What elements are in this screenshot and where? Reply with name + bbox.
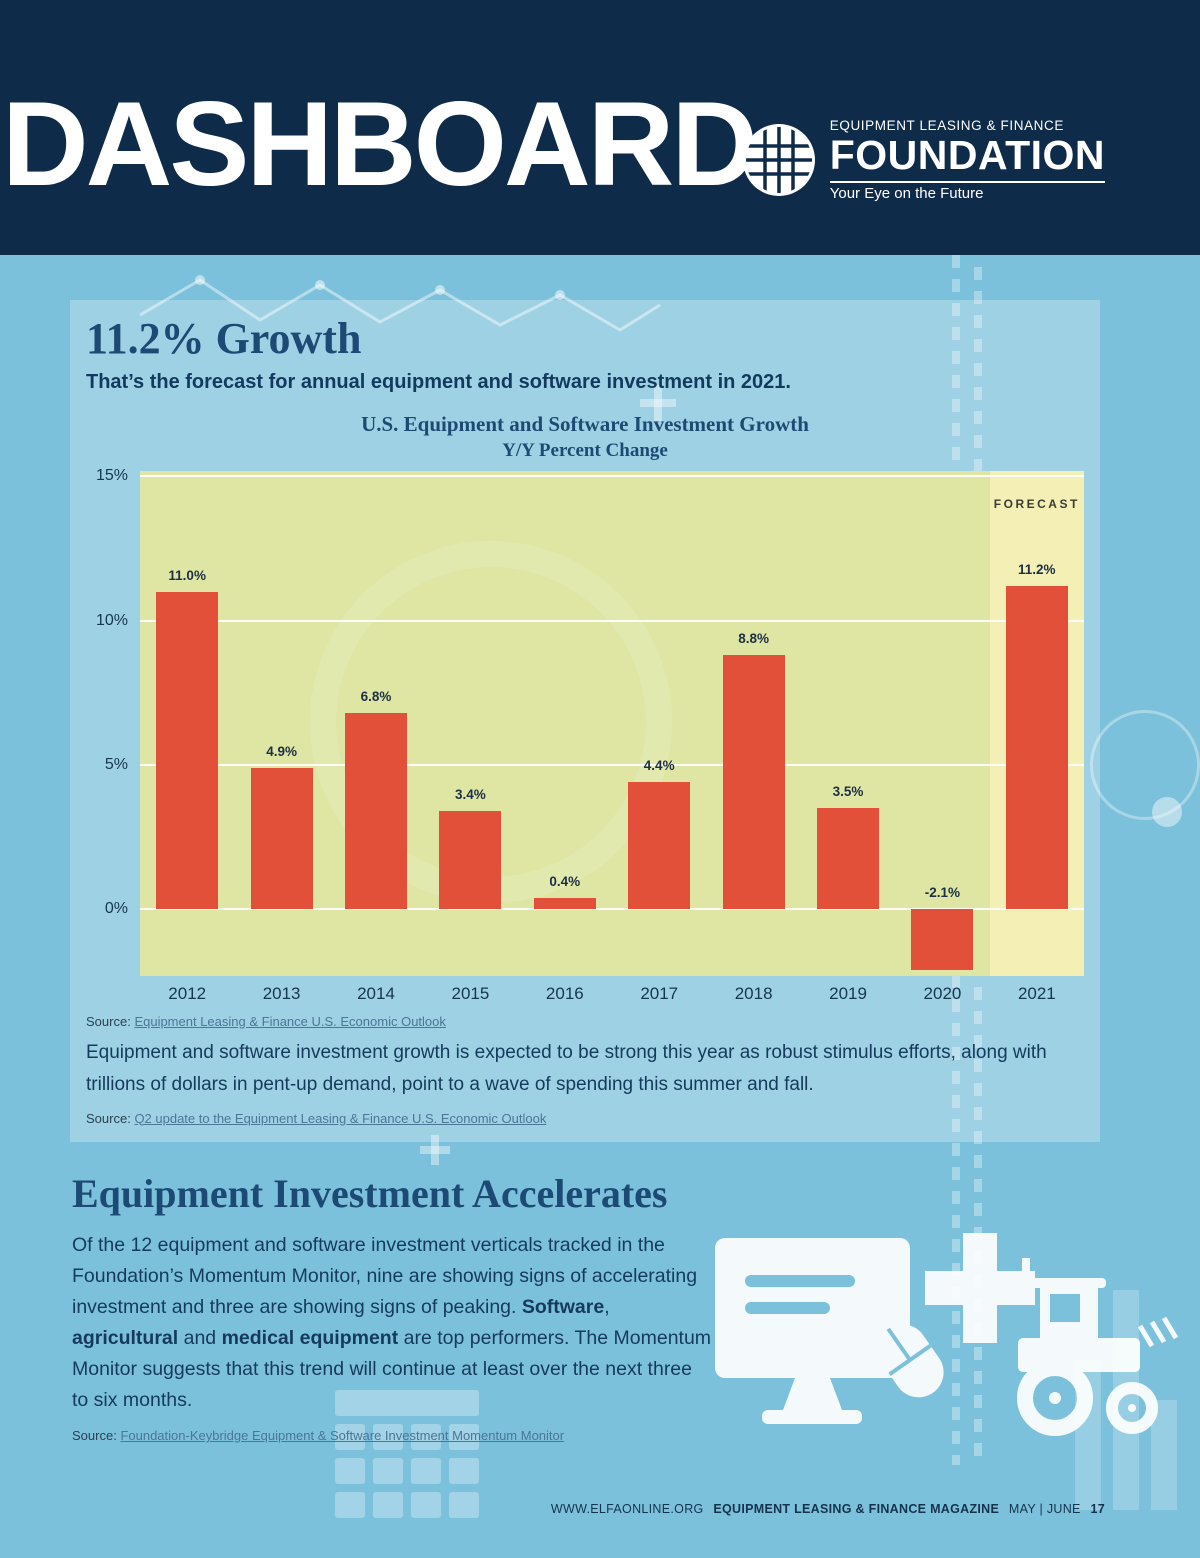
bar-2021 [1005,586,1068,910]
chart-title: U.S. Equipment and Software Investment G… [361,411,809,436]
bar-value-label: 4.4% [643,758,675,774]
paragraph-segment: are top performers. The Momentum Monitor… [72,1327,712,1411]
momentum-source: Source: Foundation-Keybridge Equipment &… [72,1428,712,1443]
bar-value-label: 4.9% [266,743,297,759]
mouse-icon [877,1324,944,1398]
investment-growth-chart: U.S. Equipment and Software Investment G… [86,411,1084,1004]
plus-icon [925,1233,1035,1343]
paragraph-segment: and [178,1327,222,1349]
y-tick-label: 5% [104,755,128,773]
source-link-economic-outlook[interactable]: Equipment Leasing & Finance U.S. Economi… [134,1013,446,1029]
page-title: DASHBOARD [2,77,758,211]
bar-2015 [439,811,502,910]
x-tick-label: 2017 [640,983,679,1003]
chart-source: Source: Equipment Leasing & Finance U.S.… [86,1014,1084,1029]
decoration-plus [640,385,676,421]
bar-2018 [722,655,785,910]
momentum-section: Equipment Investment Accelerates Of the … [72,1170,712,1443]
paragraph-segment: Software [521,1296,605,1318]
x-tick-label: 2020 [923,983,962,1003]
globe-icon [742,124,815,196]
monitor-icon [715,1238,910,1424]
logo-line2: FOUNDATION [829,132,1105,178]
bar-2019 [817,808,879,910]
x-tick-label: 2018 [734,983,773,1003]
y-tick-label: 10% [95,611,128,629]
x-tick-label: 2021 [1017,983,1056,1003]
bar-value-label: 3.5% [832,784,864,800]
source-label: Source: [86,1013,131,1029]
page-footer: WWW.ELFAONLINE.ORG EQUIPMENT LEASING & F… [551,1502,1105,1516]
x-tick-label: 2014 [357,983,395,1003]
x-tick-label: 2019 [829,983,867,1003]
gridline [140,475,1084,478]
footer-page-number: 17 [1090,1502,1105,1516]
footer-url: WWW.ELFAONLINE.ORG [550,1502,704,1516]
decoration-circle [1090,710,1200,820]
bar-value-label: 8.8% [738,631,769,647]
x-tick-label: 2012 [168,983,207,1003]
y-tick-label: 15% [95,467,128,485]
momentum-heading: Equipment Investment Accelerates [72,1171,668,1216]
paragraph-segment: , [604,1296,610,1318]
bar-2020 [911,909,974,970]
growth-panel: 11.2% Growth That’s the forecast for ann… [70,300,1100,1142]
footer-magazine: EQUIPMENT LEASING & FINANCE MAGAZINE [713,1502,1000,1516]
chart-body: 0% 5% 10% 15% FORECAST 11.0% 4.9% 6.8% 3.4% 0.4… [86,467,1084,976]
bar-value-label: 11.0% [168,567,206,583]
logo-line1: EQUIPMENT LEASING & FINANCE [829,118,1064,133]
bar-2016 [533,897,596,910]
bar-value-label: 6.8% [360,688,392,704]
decoration-plus [420,1135,450,1165]
equipment-icons [715,1233,1179,1436]
bar-value-label: -2.1% [924,885,961,901]
bar-value-label: 11.2% [1018,562,1056,578]
tractor-icon [1017,1258,1179,1436]
forecast-label: FORECAST [993,496,1080,511]
source-link-momentum-monitor[interactable]: Foundation-Keybridge Equipment & Softwar… [120,1428,565,1443]
gridline [140,908,1084,911]
decoration-calculator [335,1390,479,1518]
source-link-q2-update[interactable]: Q2 update to the Equipment Leasing & Fin… [134,1110,547,1126]
page-body: 11.2% Growth That’s the forecast for ann… [0,255,1200,1558]
source-label: Source: [86,1110,131,1126]
x-axis: 2012 2013 2014 2015 2016 2017 2018 2019 2020 2021 [140,976,1084,1004]
logo-tagline: Your Eye on the Future [829,181,1105,202]
growth-body-text: Equipment and software investment growth… [86,1041,1047,1095]
q2-source: Source: Q2 update to the Equipment Leasi… [86,1111,1084,1126]
x-tick-label: 2016 [545,983,584,1003]
source-label: Source: [72,1428,117,1443]
bar-2014 [345,712,407,910]
bar-2013 [250,767,313,910]
decoration-zigzag [139,275,661,332]
gridline [140,619,1084,622]
paragraph-segment: agricultural [72,1327,179,1349]
foundation-logo: EQUIPMENT LEASING & FINANCE FOUNDATION Y… [740,118,1105,202]
gridline [140,763,1084,766]
growth-headline: 11.2% Growth [86,314,362,363]
momentum-paragraph: Of the 12 equipment and software investm… [72,1230,712,1416]
bar-value-label: 0.4% [549,873,581,889]
paragraph-segment: Of the 12 equipment and software investm… [72,1234,698,1318]
chart-subtitle: Y/Y Percent Change [502,439,668,461]
bar-2012 [156,591,219,910]
paragraph-segment: medical equipment [221,1327,399,1349]
header-band: DASHBOARD EQUIPMENT LEASING & FINANCE FO… [0,0,1200,255]
decoration-dot [1152,797,1182,827]
chart-plot: FORECAST 11.0% 4.9% 6.8% 3.4% 0.4% 4.4% 8.8% 3.… [140,470,1084,976]
y-tick-label: 0% [104,900,128,918]
bar-value-label: 3.4% [455,787,486,803]
x-tick-label: 2013 [262,983,301,1003]
growth-subhead: That’s the forecast for annual equipment… [86,370,791,393]
logo-text: EQUIPMENT LEASING & FINANCE FOUNDATION Y… [829,118,1105,202]
x-tick-label: 2015 [451,983,490,1003]
footer-issue: MAY | JUNE [1008,1502,1081,1516]
bar-2017 [628,782,691,910]
y-axis: 0% 5% 10% 15% [86,467,140,976]
